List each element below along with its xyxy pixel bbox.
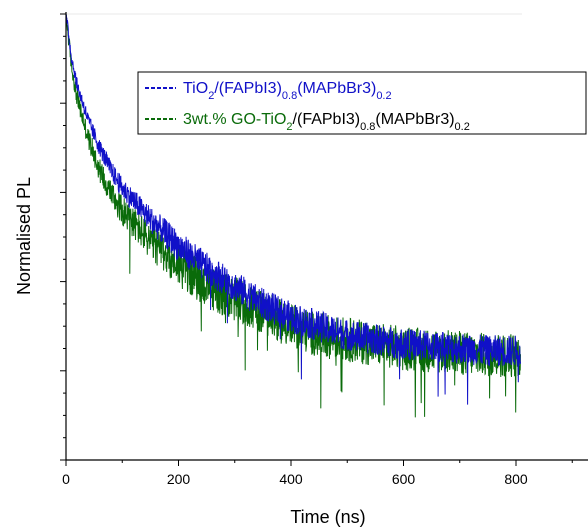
legend-label-1: TiO2/(FAPbI3)0.8(MAPbBr3)0.2 — [183, 80, 392, 102]
legend-subscript: 0.2 — [455, 121, 470, 133]
legend-text-part: /(FAPbI3) — [214, 80, 282, 97]
legend-subscript: 2 — [286, 121, 292, 133]
legend-subscript: 0.8 — [360, 121, 375, 133]
legend-text-part: (MAPbBr3) — [297, 80, 376, 97]
plot-area — [65, 13, 521, 418]
x-tick-label: 800 — [504, 471, 528, 487]
legend-box — [137, 71, 587, 135]
x-tick-label: 400 — [279, 471, 303, 487]
y-ticks — [60, 13, 66, 461]
y-axis-title: Normalised PL — [14, 177, 34, 295]
x-ticks: 0 200 400 600 800 — [62, 460, 573, 487]
legend-subscript: 0.2 — [376, 90, 391, 102]
axes — [65, 12, 588, 461]
legend-subscript: 2 — [208, 90, 214, 102]
legend-subscript: 0.8 — [282, 90, 297, 102]
legend-text-part: /(FAPbI3) — [293, 111, 361, 128]
x-tick-label: 200 — [167, 471, 191, 487]
legend-label-2: 3wt.% GO-TiO2/(FAPbI3)0.8(MAPbBr3)0.2 — [183, 111, 470, 133]
legend-text-part: TiO — [183, 80, 208, 97]
legend-text-part: (MAPbBr3) — [375, 111, 454, 128]
x-axis-title: Time (ns) — [290, 507, 365, 527]
x-tick-label: 600 — [392, 471, 416, 487]
x-tick-label: 0 — [62, 471, 70, 487]
series-line-1 — [65, 13, 521, 405]
legend-text-part: 3wt.% GO-TiO — [183, 111, 286, 128]
